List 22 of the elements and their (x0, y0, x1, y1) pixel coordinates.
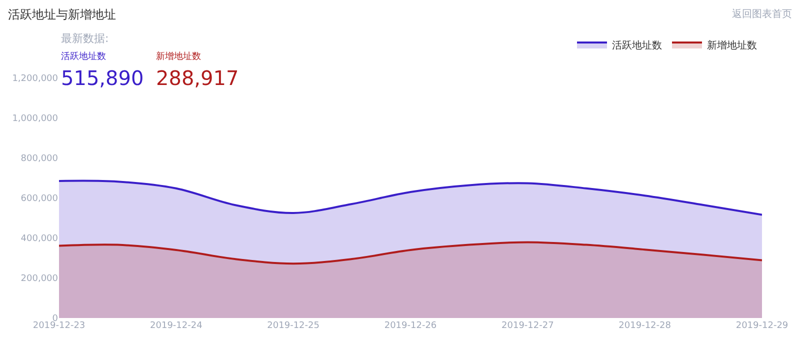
legend-label: 新增地址数 (707, 39, 757, 52)
x-tick-label: 2019-12-28 (618, 321, 672, 331)
text: 返回图表首页 (732, 8, 792, 20)
y-tick-label: 1,200,000 (12, 74, 58, 84)
x-tick-label: 2019-12-24 (150, 321, 203, 331)
x-tick-label: 2019-12-27 (502, 321, 554, 331)
y-tick-label: 400,000 (20, 234, 58, 244)
x-tick-label: 2019-12-23 (32, 321, 86, 331)
x-tick-label: 2019-12-26 (384, 321, 437, 331)
x-tick-label: 2019-12-29 (736, 321, 788, 331)
y-tick-label: 200,000 (20, 274, 58, 284)
chart-title: 活跃地址与新增地址 (8, 8, 116, 22)
y-tick-label: 1,000,000 (12, 114, 58, 124)
annotation: 515,890 (61, 66, 144, 90)
annotation: 288,917 (156, 66, 239, 90)
text: 新增地址数 (156, 51, 201, 62)
x-tick-label: 2019-12-25 (267, 321, 320, 331)
text: 活跃地址数 (61, 51, 106, 62)
text: 最新数据: (61, 32, 109, 45)
y-tick-label: 600,000 (20, 194, 58, 204)
y-tick-label: 800,000 (20, 154, 58, 164)
legend-label: 活跃地址数 (612, 39, 662, 52)
